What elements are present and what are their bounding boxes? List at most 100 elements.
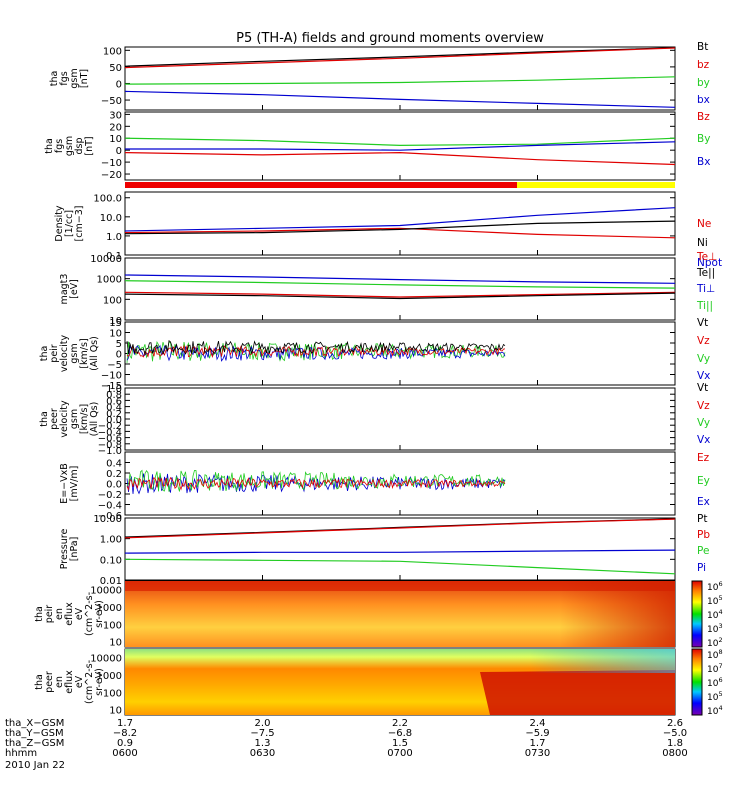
legend-entry: Vz [697,400,710,412]
panel-frame [124,257,676,321]
y-axis-label-line: eflux [64,670,75,694]
series-line [124,47,676,69]
ion-spectrogram [125,581,675,647]
y-axis-label-line: gsm [69,409,80,429]
x-axis-row-value: 1.7 [530,738,546,749]
y-axis-label-line: Density [54,205,65,241]
panel-frame [124,321,676,386]
ion-spectrogram-right-edge [560,581,675,647]
legend-entry: Ni [697,237,708,249]
x-axis: tha_X−GSM 1.7 2.0 2.2 2.4 2.6 tha_Y−GSM −8.2 −7.… [5,718,688,771]
x-axis-row-value: −7.5 [250,728,274,739]
series-line [124,227,676,239]
x-axis-row-value: 1.7 [117,718,133,729]
x-axis-row-label: tha_X−GSM [5,718,64,729]
y-axis-label-line: peir [44,605,55,624]
colorbar-electron [691,648,703,716]
x-axis-row-value: 0.9 [117,738,133,749]
y-axis-label: tha peir en eflux eV (cm^2-s-sr-eV) [34,592,105,636]
electron-spectrogram-right-edge [530,649,675,673]
series-line [124,291,676,298]
legend-entry: Vz [697,335,710,347]
y-axis-label-line: [nT] [79,69,90,88]
noisy-trace [126,344,506,362]
legend-entry: Bt [697,41,708,53]
y-tick-label: 10 [109,329,122,340]
y-axis-label-line: [cm−3] [74,206,85,242]
y-tick-label: −0.4 [98,427,122,438]
y-axis-label-line: [km/s] [79,338,90,368]
series-line [124,151,676,166]
legend-entry: Pi [697,562,706,574]
y-tick-label: 1.0 [106,384,122,395]
y-axis-label-line: (All Qs) [89,336,100,371]
colorbar-tick-label: 103 [707,622,723,635]
series-line [124,280,676,289]
y-axis-label-line: [mV/m] [69,466,80,502]
y-axis-label-line: gsm [64,136,75,156]
y-tick-label: 0.10 [100,555,122,566]
colorbar-tick-label: 104 [707,608,723,621]
series-line [124,518,676,539]
y-axis-label: tha fgs gsm dsp [nT] [44,136,95,156]
y-tick-label: 100 [103,295,122,306]
legend-entry: Vx [697,370,710,382]
y-tick-label: −0.6 [98,511,122,522]
y-axis-label-line: dsp [74,137,85,154]
y-tick-label: 1.00 [100,535,122,546]
colorbar-tick-label: 106 [707,676,723,689]
ion-spectrogram-hot-band [125,581,675,591]
y-tick-label: 100.0 [93,194,122,205]
y-tick-label: 10 [109,638,122,649]
panel-peer-velocity: 1.00.80.60.40.20.0−0.2−0.4−0.6−0.8−1.0 th… [39,382,710,457]
y-axis-label-line: fgs [54,139,65,153]
x-axis-row-value: 2.6 [667,718,683,729]
y-axis-label-line: eV [74,607,85,620]
legend-entry: Ti⊥ [696,283,715,295]
x-axis-row-value: 2.2 [392,718,408,729]
colorbar-tick-label: 105 [707,690,723,703]
colorbar-tick-label: 107 [707,662,723,675]
y-axis-label-line: [1/cc] [64,210,75,237]
y-tick-label: 10000 [90,254,122,265]
y-tick-label: 100 [103,620,122,631]
y-tick-label: 100 [103,46,122,57]
y-tick-label: 15 [109,318,122,329]
legend-entry: Te⊥ [696,251,717,263]
legend-entry: Vx [697,434,710,446]
panel-fgs-gsm: 100 50 0 −50 tha fgs gsm [nT] Bt bz by bx [49,41,710,111]
y-axis-label-line: velocity [59,335,70,373]
y-axis-label-line: peer [44,671,55,693]
x-axis-row-value: 0630 [250,748,275,759]
y-axis-label-line: en [54,676,65,688]
y-tick-label: 10000 [90,585,122,596]
y-tick-label: −10 [101,371,122,382]
y-axis-label-line: (cm^2-s- [84,592,95,636]
x-axis-row-value: 0800 [662,748,687,759]
legend-entry: Ti|| [696,300,713,312]
y-axis-label-line: magt3 [59,274,70,305]
y-tick-label: 0.4 [106,459,122,470]
y-tick-label: 10.00 [93,514,122,525]
y-axis-label-line: tha [44,138,55,154]
y-axis-label: Density [1/cc] [cm−3] [54,205,85,241]
x-axis-row-label: tha_Y−GSM [5,728,64,739]
y-axis-label-line: eV [74,675,85,688]
panel-frame [124,387,676,451]
y-tick-label: −0.8 [98,440,122,451]
y-axis-label-line: Pressure [59,529,70,570]
y-tick-label: −0.4 [98,501,122,512]
colorbar-tick-label: 108 [707,648,723,661]
series-line [124,76,676,85]
y-axis-label: magt3 [eV] [59,274,80,305]
y-tick-label: 1000 [97,275,122,286]
noisy-trace [126,339,506,356]
series-line [124,207,676,232]
y-tick-label: 0.0 [106,415,122,426]
y-tick-label: 0.8 [106,390,122,401]
electron-spectrogram-dropout [480,670,675,715]
